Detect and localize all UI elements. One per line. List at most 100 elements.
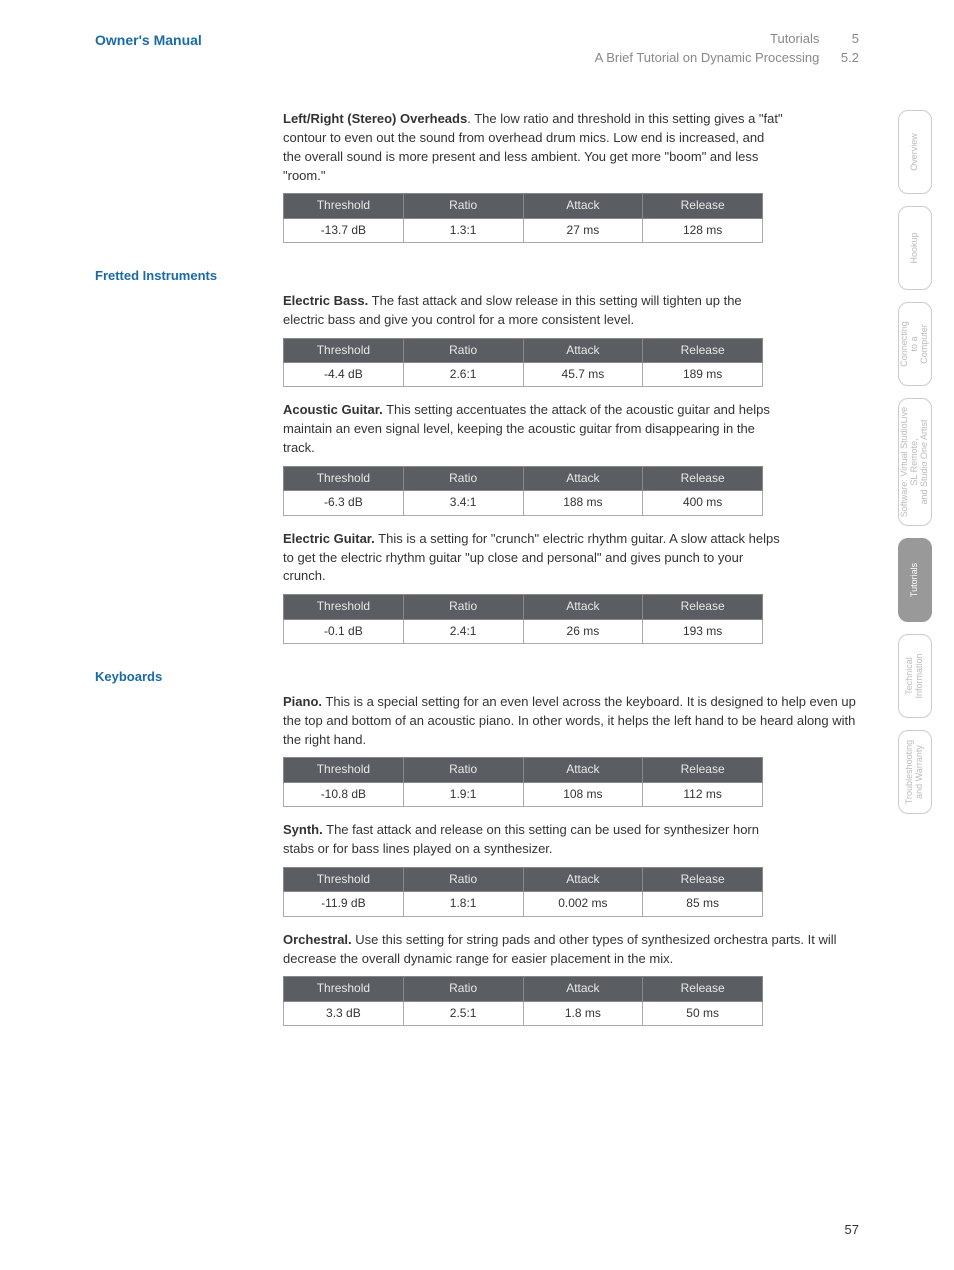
entry-lead: Electric Guitar. xyxy=(283,531,375,546)
entry-text: Use this setting for string pads and oth… xyxy=(283,932,837,966)
nav-tab[interactable]: Overview xyxy=(898,110,932,194)
nav-tab[interactable]: Tutorials xyxy=(898,538,932,622)
table-cell: -4.4 dB xyxy=(284,363,404,387)
settings-table: ThresholdRatioAttackRelease-10.8 dB1.9:1… xyxy=(283,757,763,807)
entry-paragraph: Piano. This is a special setting for an … xyxy=(283,693,859,750)
entry-lead: Synth. xyxy=(283,822,323,837)
table-cell: 50 ms xyxy=(643,1001,763,1025)
entry-block: Electric Bass. The fast attack and slow … xyxy=(283,292,859,387)
table-header-cell: Attack xyxy=(523,467,643,491)
table-header-cell: Threshold xyxy=(284,758,404,782)
table-cell: 27 ms xyxy=(523,218,643,242)
table-cell: 3.4:1 xyxy=(403,491,523,515)
table-row: -11.9 dB1.8:10.002 ms85 ms xyxy=(284,892,763,916)
section-heading: Fretted Instruments xyxy=(95,267,859,286)
side-tabs: Overview Hookup Connectingto aComputer Soft… xyxy=(898,110,936,826)
table-header-cell: Threshold xyxy=(284,977,404,1001)
entry-paragraph: Orchestral. Use this setting for string … xyxy=(283,931,859,969)
entry-lead: Acoustic Guitar. xyxy=(283,402,383,417)
table-cell: 1.8 ms xyxy=(523,1001,643,1025)
table-cell: 1.8:1 xyxy=(403,892,523,916)
settings-table: ThresholdRatioAttackRelease-4.4 dB2.6:14… xyxy=(283,338,763,388)
table-cell: 45.7 ms xyxy=(523,363,643,387)
nav-tab-label: Troubleshootingand Warranty xyxy=(905,740,925,804)
settings-table: ThresholdRatioAttackRelease-11.9 dB1.8:1… xyxy=(283,867,763,917)
table-cell: 85 ms xyxy=(643,892,763,916)
nav-tab-label: Connectingto aComputer xyxy=(900,321,930,367)
table-cell: 188 ms xyxy=(523,491,643,515)
entry-block: Electric Guitar. This is a setting for "… xyxy=(283,530,859,644)
table-header-cell: Ratio xyxy=(403,338,523,362)
entry-lead: Left/Right (Stereo) Overheads xyxy=(283,111,467,126)
nav-tab-label: Overview xyxy=(910,133,920,171)
entry-paragraph: Acoustic Guitar. This setting accentuate… xyxy=(283,401,783,458)
entry-text: The fast attack and release on this sett… xyxy=(283,822,759,856)
entry-lead: Orchestral. xyxy=(283,932,352,947)
page-header: Owner's Manual Tutorials 5 A Brief Tutor… xyxy=(95,30,859,68)
table-row: -6.3 dB3.4:1188 ms400 ms xyxy=(284,491,763,515)
entry-block: Orchestral. Use this setting for string … xyxy=(283,931,859,1026)
table-header-cell: Ratio xyxy=(403,194,523,218)
settings-table: ThresholdRatioAttackRelease-0.1 dB2.4:12… xyxy=(283,594,763,644)
section-name: A Brief Tutorial on Dynamic Processing xyxy=(595,50,820,65)
nav-tab[interactable]: Hookup xyxy=(898,206,932,290)
table-cell: 108 ms xyxy=(523,782,643,806)
table-header-cell: Release xyxy=(643,595,763,619)
table-header-cell: Ratio xyxy=(403,758,523,782)
table-cell: -0.1 dB xyxy=(284,619,404,643)
table-header-cell: Threshold xyxy=(284,867,404,891)
chapter-name: Tutorials xyxy=(770,31,819,46)
nav-tab-label: Tutorials xyxy=(910,563,920,597)
table-cell: -13.7 dB xyxy=(284,218,404,242)
entry-block: Synth. The fast attack and release on th… xyxy=(283,821,859,916)
page-number: 57 xyxy=(845,1221,859,1240)
table-header-cell: Release xyxy=(643,758,763,782)
table-cell: 189 ms xyxy=(643,363,763,387)
manual-title: Owner's Manual xyxy=(95,30,202,68)
table-cell: 112 ms xyxy=(643,782,763,806)
settings-table: ThresholdRatioAttackRelease3.3 dB2.5:11.… xyxy=(283,976,763,1026)
table-cell: 1.9:1 xyxy=(403,782,523,806)
table-row: -10.8 dB1.9:1108 ms112 ms xyxy=(284,782,763,806)
table-header-cell: Attack xyxy=(523,595,643,619)
nav-tab-label: Hookup xyxy=(910,232,920,263)
table-header-cell: Release xyxy=(643,467,763,491)
table-cell: 193 ms xyxy=(643,619,763,643)
nav-tab[interactable]: Software: Virtual StudioLiveSL Remote,an… xyxy=(898,398,932,526)
table-row: -13.7 dB1.3:127 ms128 ms xyxy=(284,218,763,242)
table-cell: 1.3:1 xyxy=(403,218,523,242)
table-cell: 2.4:1 xyxy=(403,619,523,643)
table-header-cell: Release xyxy=(643,338,763,362)
table-cell: -11.9 dB xyxy=(284,892,404,916)
nav-tab[interactable]: Troubleshootingand Warranty xyxy=(898,730,932,814)
table-cell: 2.5:1 xyxy=(403,1001,523,1025)
table-header-cell: Threshold xyxy=(284,338,404,362)
settings-table: ThresholdRatioAttackRelease-6.3 dB3.4:11… xyxy=(283,466,763,516)
table-header-cell: Threshold xyxy=(284,595,404,619)
entry-paragraph: Left/Right (Stereo) Overheads. The low r… xyxy=(283,110,783,185)
entry-text: This is a special setting for an even le… xyxy=(283,694,856,747)
table-cell: 128 ms xyxy=(643,218,763,242)
table-header-cell: Attack xyxy=(523,867,643,891)
table-row: 3.3 dB2.5:11.8 ms50 ms xyxy=(284,1001,763,1025)
chapter-number: 5 xyxy=(831,30,859,49)
table-header-cell: Ratio xyxy=(403,977,523,1001)
table-cell: 3.3 dB xyxy=(284,1001,404,1025)
entry-lead: Electric Bass. xyxy=(283,293,368,308)
entry-paragraph: Electric Guitar. This is a setting for "… xyxy=(283,530,783,587)
table-header-cell: Release xyxy=(643,867,763,891)
table-header-cell: Attack xyxy=(523,977,643,1001)
page-content: Left/Right (Stereo) Overheads. The low r… xyxy=(95,110,859,1040)
header-right: Tutorials 5 A Brief Tutorial on Dynamic … xyxy=(595,30,859,68)
table-header-cell: Attack xyxy=(523,194,643,218)
nav-tab[interactable]: Connectingto aComputer xyxy=(898,302,932,386)
nav-tab[interactable]: TechnicalInformation xyxy=(898,634,932,718)
section-heading: Keyboards xyxy=(95,668,859,687)
table-header-cell: Threshold xyxy=(284,467,404,491)
table-header-cell: Threshold xyxy=(284,194,404,218)
table-header-cell: Release xyxy=(643,194,763,218)
table-header-cell: Ratio xyxy=(403,595,523,619)
table-header-cell: Release xyxy=(643,977,763,1001)
entry-lead: Piano. xyxy=(283,694,322,709)
entry-block: Acoustic Guitar. This setting accentuate… xyxy=(283,401,859,515)
